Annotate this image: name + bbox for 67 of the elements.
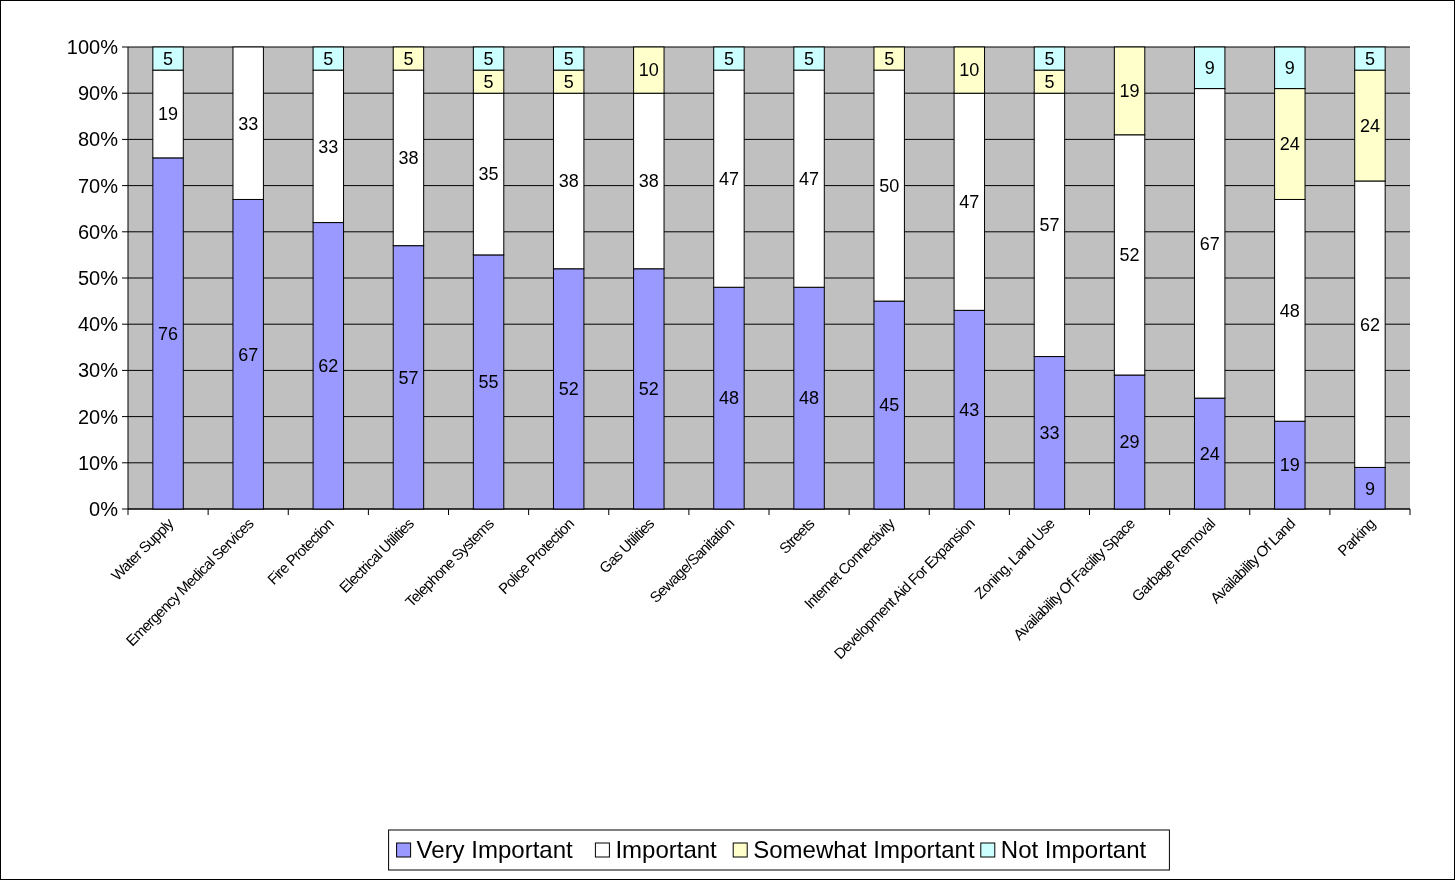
data-label: 5 xyxy=(483,48,494,69)
y-tick-label: 80% xyxy=(77,128,119,151)
data-label: 5 xyxy=(1364,48,1375,69)
data-label: 24 xyxy=(1359,115,1380,136)
data-label: 38 xyxy=(638,171,659,192)
data-label: 9 xyxy=(1364,478,1375,499)
legend-label: Not Important xyxy=(1000,836,1147,864)
data-label: 35 xyxy=(478,164,499,185)
legend-label: Somewhat Important xyxy=(753,836,975,864)
data-label: 47 xyxy=(799,168,820,189)
data-label: 52 xyxy=(558,379,579,400)
legend-label: Very Important xyxy=(416,836,573,864)
data-label: 62 xyxy=(318,356,339,377)
data-label: 5 xyxy=(403,48,414,69)
data-label: 5 xyxy=(563,71,574,92)
data-label: 19 xyxy=(158,104,179,125)
data-label: 24 xyxy=(1279,134,1300,155)
data-label: 67 xyxy=(238,344,259,365)
y-tick-label: 50% xyxy=(77,267,119,289)
data-label: 47 xyxy=(959,192,980,213)
data-label: 52 xyxy=(638,379,659,400)
y-tick-label: 10% xyxy=(77,451,119,474)
data-label: 55 xyxy=(478,372,499,393)
legend-label: Important xyxy=(615,836,718,864)
data-label: 45 xyxy=(879,395,900,416)
data-label: 29 xyxy=(1119,432,1140,453)
data-label: 76 xyxy=(158,323,179,344)
data-label: 19 xyxy=(1119,81,1140,102)
data-label: 67 xyxy=(1199,233,1220,254)
data-label: 48 xyxy=(1279,300,1300,321)
data-label: 5 xyxy=(804,48,815,69)
data-label: 47 xyxy=(718,168,739,189)
data-label: 38 xyxy=(398,148,419,169)
y-tick-label: 0% xyxy=(89,498,119,520)
data-label: 9 xyxy=(1204,58,1215,79)
data-label: 52 xyxy=(1119,245,1140,266)
data-label: 5 xyxy=(884,48,895,69)
data-label: 5 xyxy=(1044,48,1055,69)
data-label: 9 xyxy=(1284,58,1295,79)
data-label: 57 xyxy=(1039,215,1060,236)
y-tick-label: 30% xyxy=(77,359,119,382)
data-label: 19 xyxy=(1279,455,1300,476)
data-label: 5 xyxy=(323,48,334,69)
y-tick-label: 70% xyxy=(77,174,119,197)
data-label: 10 xyxy=(959,60,980,81)
y-tick-label: 60% xyxy=(77,220,119,243)
y-tick-label: 100% xyxy=(66,36,119,58)
data-label: 5 xyxy=(1044,71,1055,92)
data-label: 48 xyxy=(799,388,820,409)
data-label: 5 xyxy=(483,71,494,92)
data-label: 38 xyxy=(558,171,579,192)
y-tick-label: 20% xyxy=(77,405,119,428)
y-tick-label: 90% xyxy=(77,82,119,105)
data-label: 43 xyxy=(959,399,980,420)
data-label: 57 xyxy=(398,367,419,388)
data-label: 33 xyxy=(1039,423,1060,444)
data-label: 33 xyxy=(318,136,339,157)
data-label: 48 xyxy=(718,388,739,409)
data-label: 5 xyxy=(163,48,174,69)
data-label: 24 xyxy=(1199,443,1220,464)
data-label: 5 xyxy=(563,48,574,69)
data-label: 10 xyxy=(638,60,659,81)
data-label: 62 xyxy=(1359,314,1380,335)
data-label: 33 xyxy=(238,113,259,134)
data-label: 50 xyxy=(879,175,900,196)
data-label: 5 xyxy=(723,48,734,69)
y-tick-label: 40% xyxy=(77,313,119,336)
